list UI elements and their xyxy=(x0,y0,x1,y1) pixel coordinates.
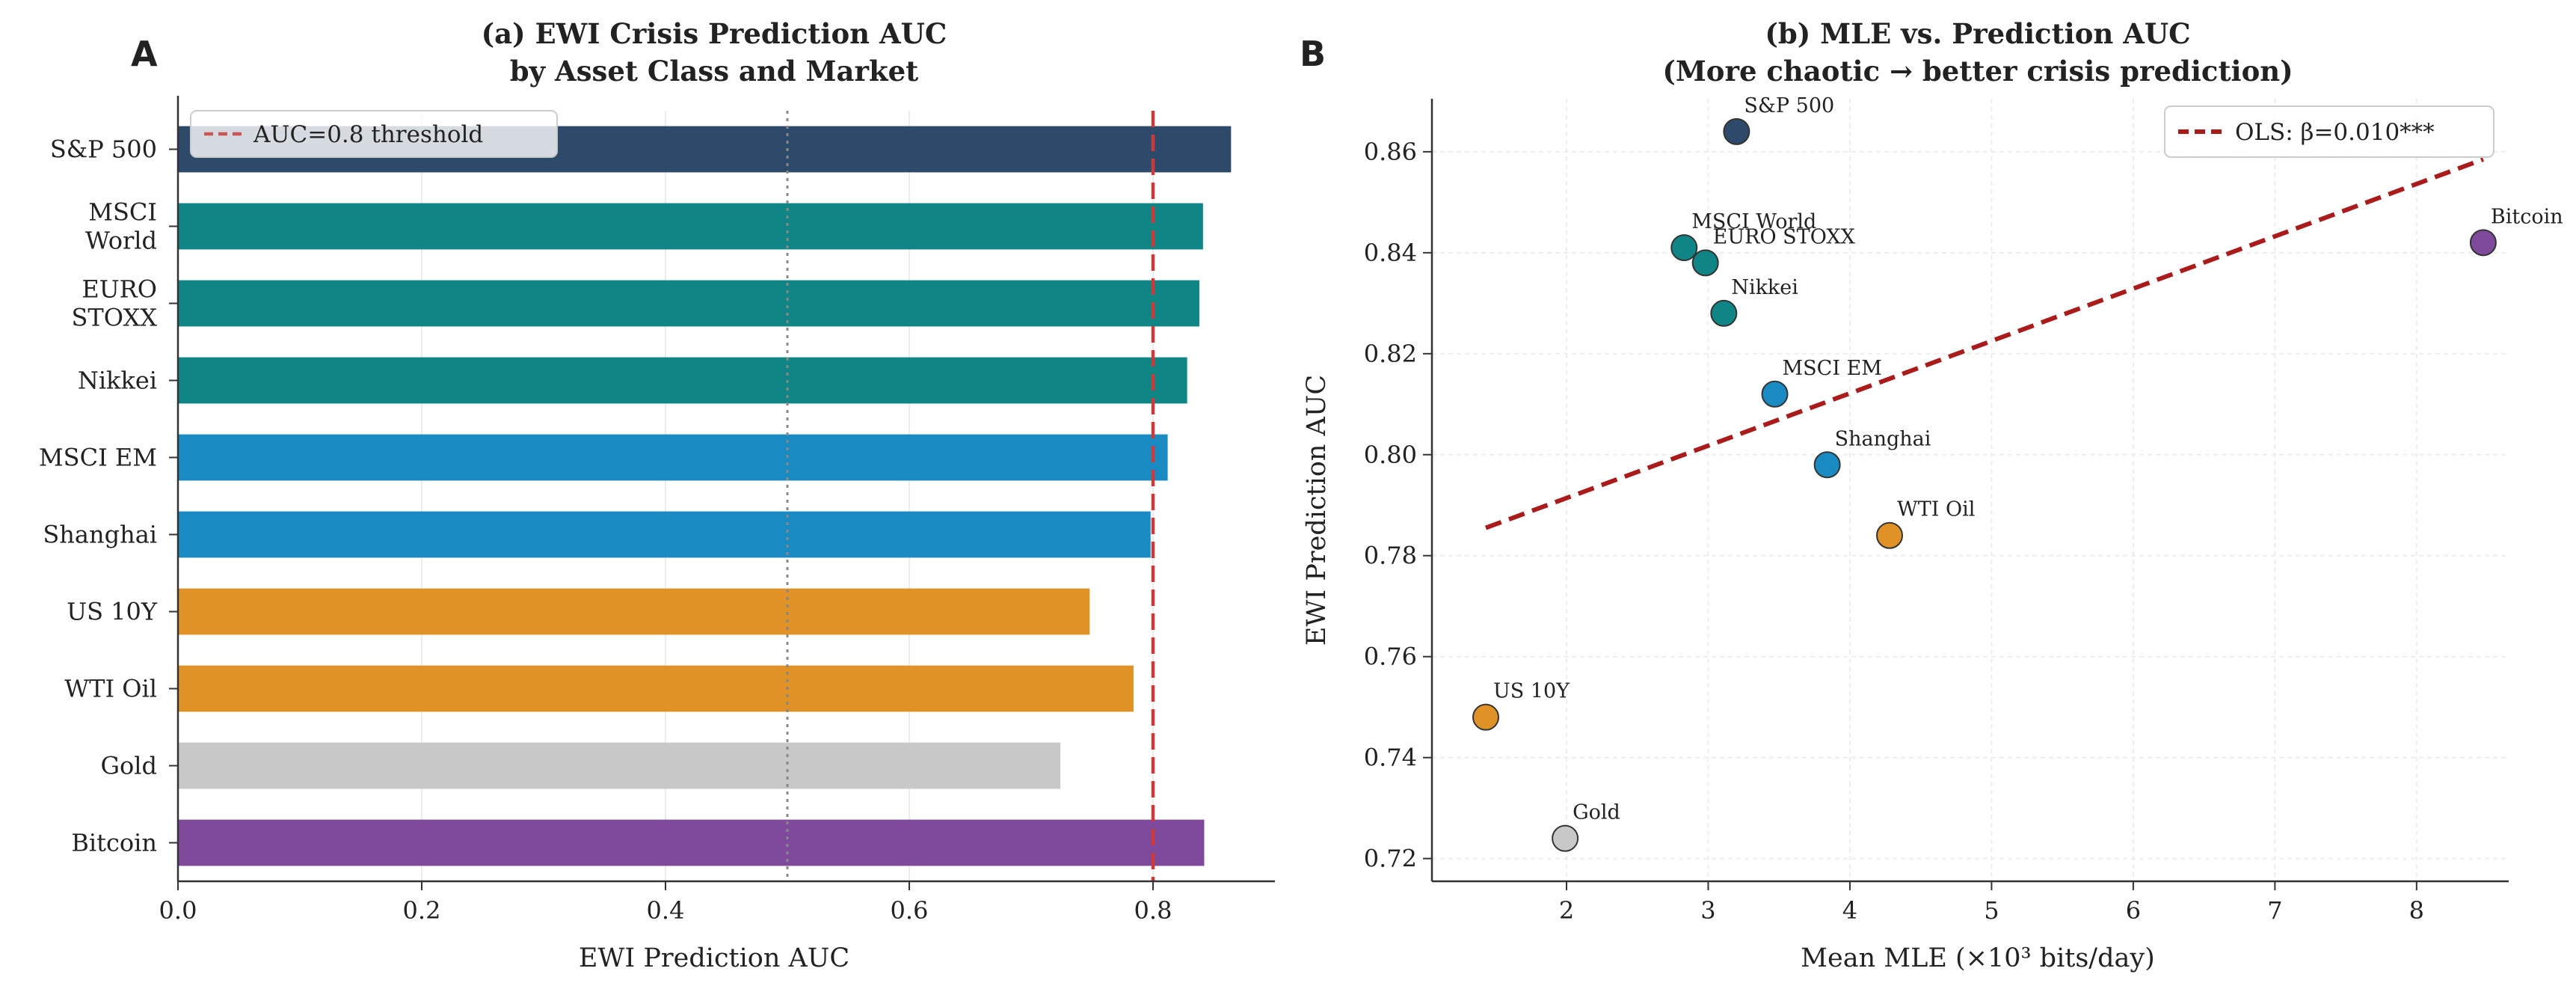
scatter-point xyxy=(1876,521,1903,549)
ols-fit-line xyxy=(1484,157,2484,530)
panel-a-title-line1: (a) EWI Crisis Prediction AUC xyxy=(482,17,947,50)
bar xyxy=(178,819,1205,866)
bar xyxy=(178,357,1187,404)
category-label: EURO xyxy=(82,275,157,304)
x-tick-label: 0.2 xyxy=(403,896,441,925)
category-label: US 10Y xyxy=(67,598,158,626)
x-tick-label: 0.4 xyxy=(647,896,685,925)
category-label: World xyxy=(85,227,157,255)
point-label: WTI Oil xyxy=(1897,498,1975,521)
category-label: Nikkei xyxy=(78,367,157,395)
category-label: WTI Oil xyxy=(64,675,157,703)
x-tick-label: 0.6 xyxy=(891,896,929,925)
bar xyxy=(178,665,1134,712)
category-label: MSCI EM xyxy=(39,444,157,472)
legend-label: OLS: β=0.010*** xyxy=(2235,119,2435,146)
scatter-point xyxy=(1691,249,1719,277)
point-label: Bitcoin xyxy=(2491,205,2563,228)
x-tick-label: 2 xyxy=(1559,896,1574,925)
y-tick-label: 0.84 xyxy=(1364,239,1417,267)
category-label: S&P 500 xyxy=(50,135,157,164)
bar xyxy=(178,203,1203,250)
category-label: Gold xyxy=(100,752,157,780)
point-label: MSCI World xyxy=(1691,210,1816,233)
scatter-point xyxy=(1723,117,1750,145)
scatter-point xyxy=(2469,229,2497,257)
legend-box xyxy=(2164,105,2494,158)
point-label: US 10Y xyxy=(1493,680,1570,703)
panel-b-letter: B xyxy=(1300,34,1326,74)
bar xyxy=(178,511,1151,558)
panel-b-title-line2: (More chaotic → better crisis prediction… xyxy=(1662,55,2293,88)
panel-a-xlabel: EWI Prediction AUC xyxy=(579,943,849,973)
point-label: MSCI EM xyxy=(1783,357,1882,380)
point-label: S&P 500 xyxy=(1744,94,1834,117)
x-tick-label: 8 xyxy=(2409,896,2424,925)
scatter-point xyxy=(1670,234,1698,262)
panel-a-letter: A xyxy=(131,34,158,74)
category-label: Bitcoin xyxy=(71,829,157,857)
y-tick-label: 0.78 xyxy=(1364,542,1417,570)
x-tick-label: 7 xyxy=(2267,896,2282,925)
y-tick-label: 0.72 xyxy=(1364,845,1417,873)
x-tick-label: 6 xyxy=(2126,896,2141,925)
bar xyxy=(178,742,1061,789)
panel-b-ylabel: EWI Prediction AUC xyxy=(1302,375,1332,646)
category-label: STOXX xyxy=(72,304,158,332)
bar xyxy=(178,588,1090,635)
point-label: Gold xyxy=(1573,801,1620,824)
y-tick-label: 0.80 xyxy=(1364,441,1417,469)
x-tick-label: 3 xyxy=(1700,896,1715,925)
scatter-point xyxy=(1761,380,1789,408)
point-label: Shanghai xyxy=(1835,427,1931,450)
bar xyxy=(178,280,1199,327)
x-tick-label: 0.0 xyxy=(159,896,197,925)
y-tick-label: 0.82 xyxy=(1364,340,1417,368)
x-tick-label: 4 xyxy=(1842,896,1857,925)
scatter-point xyxy=(1813,451,1841,479)
panel-b-xlabel: Mean MLE (×10³ bits/day) xyxy=(1801,943,2155,973)
panel-a-title-line2: by Asset Class and Market xyxy=(510,55,918,88)
category-label: MSCI xyxy=(88,198,157,227)
panel-b-title-line1: (b) MLE vs. Prediction AUC xyxy=(1765,17,2190,50)
scatter-point xyxy=(1710,299,1738,327)
x-tick-label: 0.8 xyxy=(1134,896,1172,925)
category-label: Shanghai xyxy=(43,521,157,549)
legend-box xyxy=(190,110,558,158)
y-tick-label: 0.74 xyxy=(1364,744,1417,772)
x-tick-label: 5 xyxy=(1984,896,1999,925)
scatter-point xyxy=(1472,703,1499,731)
point-label: Nikkei xyxy=(1731,276,1798,299)
bar xyxy=(178,434,1168,481)
legend-label: AUC=0.8 threshold xyxy=(253,121,483,148)
point-label: EURO STOXX xyxy=(1713,225,1856,248)
y-tick-label: 0.86 xyxy=(1364,138,1417,166)
y-tick-label: 0.76 xyxy=(1364,643,1417,671)
scatter-point xyxy=(1552,824,1579,852)
